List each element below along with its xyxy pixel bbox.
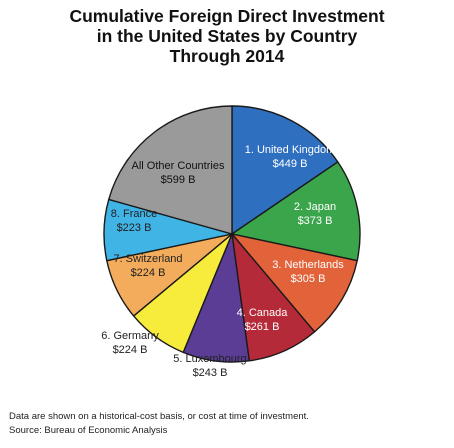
- pie-slice-9: [108, 105, 233, 235]
- slice-label-value-5: $243 B: [193, 367, 228, 379]
- pie-slices: [103, 105, 361, 363]
- slice-label-name-8: 8. France: [111, 208, 157, 220]
- pie-slice-2: [231, 161, 361, 262]
- slice-label-name-2: 2. Japan: [294, 201, 336, 213]
- slice-label-name-9: All Other Countries: [132, 160, 225, 172]
- slice-label-value-1: $449 B: [273, 158, 308, 170]
- footnote: Data are shown on a historical-cost basi…: [9, 411, 309, 422]
- slice-label-name-3: 3. Netherlands: [272, 259, 344, 271]
- slice-label-value-8: $223 B: [117, 222, 152, 234]
- chart-title-line-1: Cumulative Foreign Direct Investment: [69, 6, 385, 26]
- pie-slice-3: [231, 233, 358, 333]
- slice-labels: 1. United Kingdom $449 B 2. Japan $373 B 3. …: [101, 144, 344, 379]
- slice-label-name-4: 4. Canada: [237, 307, 289, 319]
- chart-title: Cumulative Foreign Direct Investment in …: [0, 6, 454, 66]
- chart-title-line-3: Through 2014: [169, 46, 285, 66]
- slice-label-name-6: 6. Germany: [101, 330, 159, 342]
- slice-label-name-1: 1. United Kingdom: [245, 144, 336, 156]
- slice-label-name-7: 7. Switzerland: [113, 253, 182, 265]
- slice-label-value-4: $261 B: [245, 321, 280, 333]
- chart-title-line-2: in the United States by Country: [96, 26, 358, 46]
- pie-slice-1: [231, 105, 339, 235]
- source-note: Source: Bureau of Economic Analysis: [9, 425, 168, 436]
- slice-label-value-6: $224 B: [113, 344, 148, 356]
- slice-label-value-9: $599 B: [161, 174, 196, 186]
- slice-label-value-3: $305 B: [291, 273, 326, 285]
- slice-label-value-7: $224 B: [131, 267, 166, 279]
- slice-label-name-5: 5. Luxembourg: [173, 353, 246, 365]
- slice-label-value-2: $373 B: [298, 215, 333, 227]
